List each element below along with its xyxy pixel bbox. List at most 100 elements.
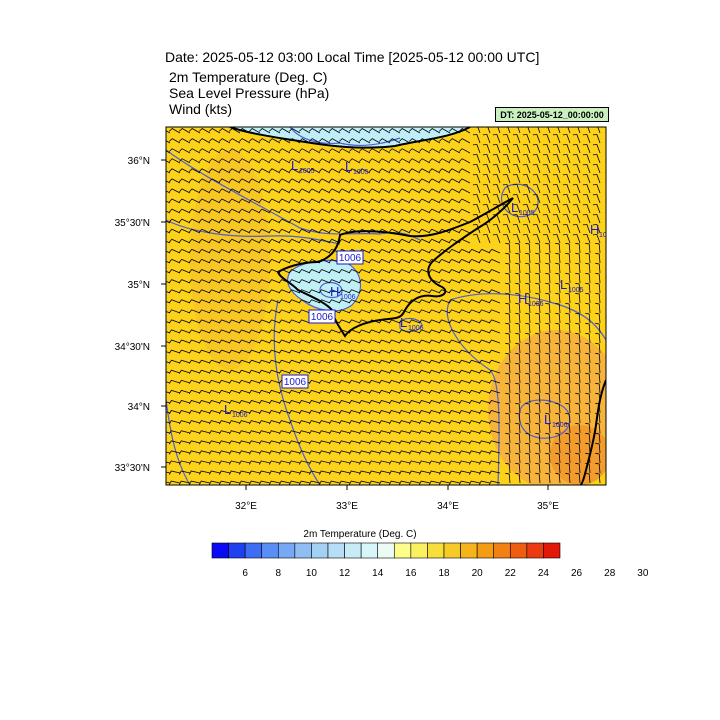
wind-barb bbox=[468, 420, 481, 425]
wind-barb bbox=[198, 279, 211, 284]
wind-barb bbox=[228, 309, 241, 314]
wind-barb bbox=[368, 279, 381, 284]
wind-barb bbox=[358, 339, 371, 344]
wind-barb bbox=[545, 352, 551, 364]
wind-barb bbox=[398, 359, 411, 364]
wind-barb bbox=[378, 349, 391, 354]
wind-barb bbox=[288, 440, 301, 445]
wind-barb bbox=[438, 248, 451, 254]
wind-barb bbox=[585, 372, 591, 384]
wind-barb bbox=[318, 440, 331, 445]
wind-barb bbox=[419, 128, 431, 134]
wind-barb bbox=[399, 138, 411, 144]
wind-barb bbox=[298, 420, 311, 425]
wind-barb bbox=[209, 148, 221, 154]
wind-barb bbox=[358, 299, 371, 304]
wind-barb bbox=[208, 319, 221, 324]
wind-barb bbox=[189, 188, 201, 194]
wind-barb bbox=[408, 238, 421, 244]
wind-barb bbox=[448, 299, 461, 304]
wind-barb bbox=[478, 299, 491, 304]
wind-barb bbox=[288, 198, 301, 204]
wind-barb bbox=[419, 188, 431, 194]
wind-barb bbox=[525, 452, 531, 464]
wind-barb bbox=[198, 369, 211, 374]
wind-barb bbox=[228, 450, 241, 455]
wind-barb bbox=[505, 342, 511, 354]
wind-barb bbox=[338, 309, 351, 314]
wind-barb bbox=[188, 389, 201, 395]
wind-barb bbox=[562, 174, 571, 184]
wind-barb bbox=[522, 134, 531, 144]
wind-barb bbox=[369, 178, 381, 184]
wind-barb bbox=[468, 400, 481, 405]
wind-barb bbox=[198, 228, 211, 234]
wind-barb bbox=[515, 302, 521, 314]
wind-barb bbox=[388, 329, 401, 334]
wind-barb bbox=[309, 158, 321, 164]
wind-barb bbox=[189, 158, 201, 164]
wind-barb bbox=[348, 309, 361, 314]
wind-barb bbox=[572, 174, 581, 184]
wind-barb bbox=[279, 128, 291, 134]
wind-barb bbox=[515, 322, 521, 334]
wind-barb bbox=[258, 480, 271, 485]
wind-barb bbox=[535, 242, 541, 254]
wind-barb bbox=[378, 248, 391, 254]
wind-barb bbox=[328, 208, 341, 214]
wind-barb bbox=[349, 178, 361, 184]
wind-barb bbox=[595, 312, 601, 324]
wind-barb bbox=[572, 224, 581, 234]
pressure-center-value: 1005 bbox=[519, 210, 535, 217]
wind-barb bbox=[268, 410, 281, 415]
wind-barb bbox=[188, 339, 201, 344]
temperature-colorbar: 6 8 10 12 14 16 18 20 22 24 26 28 30 bbox=[211, 542, 649, 579]
wind-barb bbox=[595, 242, 601, 254]
wind-barb bbox=[545, 252, 551, 264]
wind-barb bbox=[398, 410, 411, 415]
wind-barb bbox=[448, 420, 461, 425]
colorbar-tick-label: 6 bbox=[242, 568, 248, 579]
wind-barb bbox=[188, 248, 201, 254]
wind-barb bbox=[198, 218, 211, 224]
wind-barb bbox=[319, 128, 331, 134]
wind-barb bbox=[308, 359, 321, 364]
wind-barb bbox=[429, 188, 441, 194]
wind-barb bbox=[408, 359, 421, 364]
wind-barb bbox=[268, 299, 281, 304]
wind-barb bbox=[458, 339, 471, 344]
wind-barb bbox=[308, 329, 321, 334]
wind-barb bbox=[258, 279, 271, 284]
wind-barb bbox=[179, 168, 191, 174]
wind-barb bbox=[188, 420, 201, 425]
wind-barb bbox=[338, 289, 351, 294]
wind-barb bbox=[592, 144, 601, 154]
wind-barb bbox=[512, 194, 521, 204]
wind-barb bbox=[218, 319, 231, 324]
wind-barb bbox=[532, 134, 541, 144]
wind-barb bbox=[198, 460, 211, 465]
wind-barb bbox=[348, 359, 361, 364]
wind-barb bbox=[595, 432, 601, 444]
wind-barb bbox=[178, 430, 191, 435]
wind-barb bbox=[288, 389, 301, 395]
wind-barb bbox=[448, 369, 461, 374]
warm-strip-north bbox=[190, 150, 270, 370]
wind-barb bbox=[198, 329, 211, 334]
wind-barb bbox=[505, 332, 511, 344]
wind-barb bbox=[552, 144, 561, 154]
wind-barb bbox=[338, 379, 351, 384]
wind-barb bbox=[565, 322, 571, 334]
wind-barb bbox=[238, 430, 251, 435]
wind-barb bbox=[418, 228, 431, 234]
wind-barb bbox=[298, 228, 311, 234]
wind-barb bbox=[258, 470, 271, 475]
wind-barb bbox=[532, 144, 541, 154]
wind-barb bbox=[505, 442, 511, 454]
wind-barb bbox=[478, 400, 491, 405]
wind-barb bbox=[218, 339, 231, 344]
wind-barb bbox=[249, 158, 261, 164]
contour-label: 1006 bbox=[339, 253, 362, 264]
wind-barb bbox=[268, 440, 281, 445]
wind-barb bbox=[565, 302, 571, 314]
